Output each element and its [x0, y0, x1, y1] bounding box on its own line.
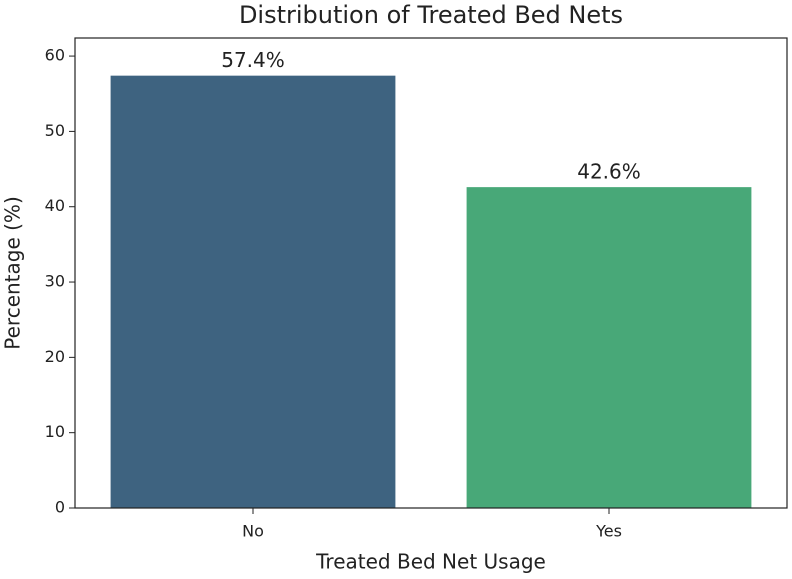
x-axis-label: Treated Bed Net Usage [315, 550, 546, 574]
y-tick-label: 10 [45, 422, 65, 441]
y-tick-label: 60 [45, 46, 65, 65]
y-tick-label: 40 [45, 196, 65, 215]
x-tick-label: No [242, 522, 264, 541]
y-tick-label: 30 [45, 272, 65, 291]
y-axis-label: Percentage (%) [1, 196, 25, 349]
chart-title: Distribution of Treated Bed Nets [239, 1, 623, 29]
y-tick-label: 20 [45, 347, 65, 366]
y-tick-label: 0 [55, 498, 65, 517]
data-label: 57.4% [221, 48, 285, 72]
y-tick-label: 50 [45, 121, 65, 140]
data-label: 42.6% [577, 160, 641, 184]
bar [110, 75, 396, 509]
x-tick-label: Yes [595, 522, 622, 541]
bar [466, 187, 752, 508]
plot-frame [74, 37, 788, 509]
